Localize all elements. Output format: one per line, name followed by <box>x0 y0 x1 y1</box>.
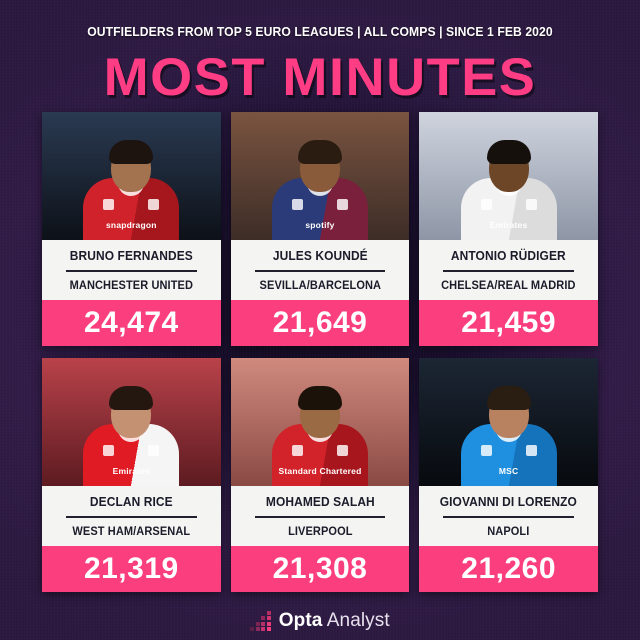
player-card[interactable]: Emirates ANTONIO RÜDIGER CHELSEA/REAL MA… <box>419 112 598 346</box>
player-info: GIOVANNI DI LORENZO NAPOLI <box>419 486 598 546</box>
player-minutes-value: 24,474 <box>42 300 221 346</box>
logo-pixel <box>261 621 266 626</box>
kit-badge-left <box>480 445 492 456</box>
header-subtitle: OUTFIELDERS FROM TOP 5 EURO LEAGUES | AL… <box>87 24 553 39</box>
player-figure: Standard Chartered <box>268 382 372 486</box>
player-hair <box>486 140 531 164</box>
logo-pixel <box>266 610 271 615</box>
player-info: ANTONIO RÜDIGER CHELSEA/REAL MADRID <box>419 240 598 300</box>
player-name: JULES KOUNDÉ <box>272 249 368 263</box>
kit-badge-left <box>291 445 303 456</box>
player-name: DECLAN RICE <box>89 495 173 509</box>
player-info: BRUNO FERNANDES MANCHESTER UNITED <box>42 240 221 300</box>
opta-logo-suffix: Analyst <box>322 610 390 631</box>
kit-badge-right <box>336 445 348 456</box>
kit-badge-left <box>103 445 115 456</box>
player-hair <box>297 140 342 164</box>
player-card[interactable]: Standard Chartered MOHAMED SALAH LIVERPO… <box>230 358 410 592</box>
logo-pixel <box>261 611 265 615</box>
player-info: JULES KOUNDÉ SEVILLA/BARCELONA <box>230 240 410 300</box>
logo-pixel <box>261 616 266 621</box>
player-figure: Emirates <box>457 136 561 240</box>
opta-logo-mark <box>250 610 271 632</box>
kit-badge-left <box>103 199 115 210</box>
page-title: MOST MINUTES <box>103 48 537 107</box>
kit-badge-right <box>148 445 160 456</box>
player-figure: spotify <box>268 136 372 240</box>
logo-pixel <box>250 616 254 620</box>
player-photo: Emirates <box>419 112 598 240</box>
player-card[interactable]: snapdragon BRUNO FERNANDES MANCHESTER UN… <box>42 112 221 346</box>
player-photo: spotify <box>230 112 410 240</box>
player-name: GIOVANNI DI LORENZO <box>440 495 578 509</box>
logo-pixel <box>261 627 266 632</box>
kit-sponsor: Emirates <box>112 466 151 476</box>
opta-logo-text: Opta Analyst <box>279 610 390 632</box>
logo-pixel <box>255 621 260 626</box>
player-name: MOHAMED SALAH <box>265 495 375 509</box>
player-photo: MSC <box>419 358 598 486</box>
player-minutes-value: 21,260 <box>419 546 598 592</box>
info-divider <box>66 270 197 272</box>
kit-sponsor: Standard Chartered <box>278 466 362 476</box>
player-card[interactable]: Emirates DECLAN RICE WEST HAM/ARSENAL 21… <box>42 358 221 592</box>
kit-sponsor: MSC <box>498 466 519 476</box>
kit-badge-right <box>525 445 537 456</box>
info-divider <box>66 516 197 518</box>
footer-logo: Opta Analyst <box>0 610 640 632</box>
info-divider <box>443 516 574 518</box>
kit-badge-left <box>480 199 492 210</box>
player-club: MANCHESTER UNITED <box>69 279 194 292</box>
info-divider <box>443 270 574 272</box>
player-hair <box>109 386 154 410</box>
player-photo: Standard Chartered <box>230 358 410 486</box>
player-hair <box>486 386 531 410</box>
opta-logo-name: Opta <box>278 610 323 631</box>
player-photo: snapdragon <box>42 112 221 240</box>
player-photo: Emirates <box>42 358 221 486</box>
logo-pixel <box>266 621 271 626</box>
player-card[interactable]: spotify JULES KOUNDÉ SEVILLA/BARCELONA 2… <box>230 112 410 346</box>
logo-pixel <box>250 622 254 626</box>
player-card-grid: snapdragon BRUNO FERNANDES MANCHESTER UN… <box>42 112 598 592</box>
player-name: BRUNO FERNANDES <box>69 249 193 263</box>
logo-pixel <box>250 611 254 615</box>
logo-pixel <box>266 627 271 632</box>
logo-pixel <box>256 616 260 620</box>
kit-sponsor: snapdragon <box>106 220 157 230</box>
player-hair <box>297 386 342 410</box>
logo-pixel <box>255 627 260 632</box>
player-club: SEVILLA/BARCELONA <box>259 279 381 292</box>
kit-badge-left <box>291 199 303 210</box>
player-figure: MSC <box>457 382 561 486</box>
player-card[interactable]: MSC GIOVANNI DI LORENZO NAPOLI 21,260 <box>419 358 598 592</box>
player-minutes-value: 21,649 <box>230 300 410 346</box>
player-hair <box>109 140 154 164</box>
info-divider <box>254 270 386 272</box>
logo-pixel <box>256 611 260 615</box>
kit-sponsor: Emirates <box>489 220 528 230</box>
player-figure: Emirates <box>79 382 183 486</box>
kit-badge-right <box>148 199 160 210</box>
player-info: MOHAMED SALAH LIVERPOOL <box>230 486 410 546</box>
player-club: NAPOLI <box>487 525 530 538</box>
player-club: CHELSEA/REAL MADRID <box>441 279 576 292</box>
kit-badge-right <box>525 199 537 210</box>
player-club: WEST HAM/ARSENAL <box>72 525 191 538</box>
player-info: DECLAN RICE WEST HAM/ARSENAL <box>42 486 221 546</box>
player-minutes-value: 21,319 <box>42 546 221 592</box>
player-club: LIVERPOOL <box>287 525 353 538</box>
kit-badge-right <box>336 199 348 210</box>
info-divider <box>254 516 386 518</box>
player-name: ANTONIO RÜDIGER <box>451 249 567 263</box>
logo-pixel <box>250 627 255 632</box>
player-minutes-value: 21,308 <box>230 546 410 592</box>
kit-sponsor: spotify <box>305 220 335 230</box>
player-minutes-value: 21,459 <box>419 300 598 346</box>
logo-pixel <box>266 616 271 621</box>
player-figure: snapdragon <box>79 136 183 240</box>
